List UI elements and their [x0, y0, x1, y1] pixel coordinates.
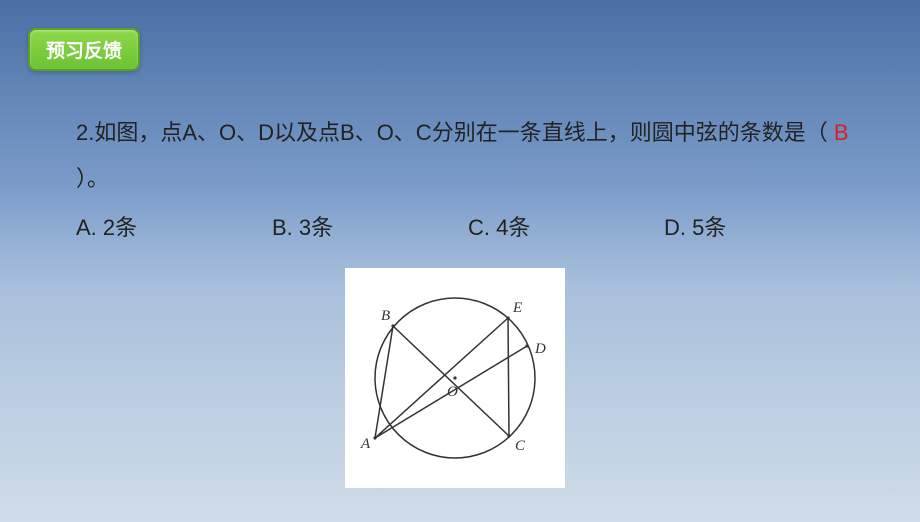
- svg-text:A: A: [360, 436, 371, 452]
- svg-text:O: O: [447, 384, 458, 400]
- svg-text:B: B: [381, 308, 390, 324]
- question-text: 2.如图，点A、O、D以及点B、O、C分别在一条直线上，则圆中弦的条数是（ B …: [76, 110, 860, 202]
- option-b: B. 3条: [272, 210, 468, 242]
- svg-text:D: D: [534, 341, 546, 357]
- option-d: D. 5条: [664, 210, 860, 242]
- question-answer: B: [834, 120, 849, 145]
- svg-text:C: C: [515, 438, 526, 454]
- options-row: A. 2条 B. 3条 C. 4条 D. 5条: [76, 210, 860, 242]
- content-area: 2.如图，点A、O、D以及点B、O、C分别在一条直线上，则圆中弦的条数是（ B …: [76, 110, 860, 242]
- preview-feedback-badge: 预习反馈: [28, 28, 140, 71]
- question-suffix: ）。: [76, 166, 109, 191]
- circle-diagram: A B C D E O: [345, 268, 565, 488]
- option-c: C. 4条: [468, 210, 664, 242]
- question-prefix: 2.如图，点A、O、D以及点B、O、C分别在一条直线上，则圆中弦的条数是（: [76, 120, 828, 145]
- svg-text:E: E: [512, 300, 522, 316]
- option-a: A. 2条: [76, 210, 272, 242]
- geometry-figure: A B C D E O: [345, 268, 565, 493]
